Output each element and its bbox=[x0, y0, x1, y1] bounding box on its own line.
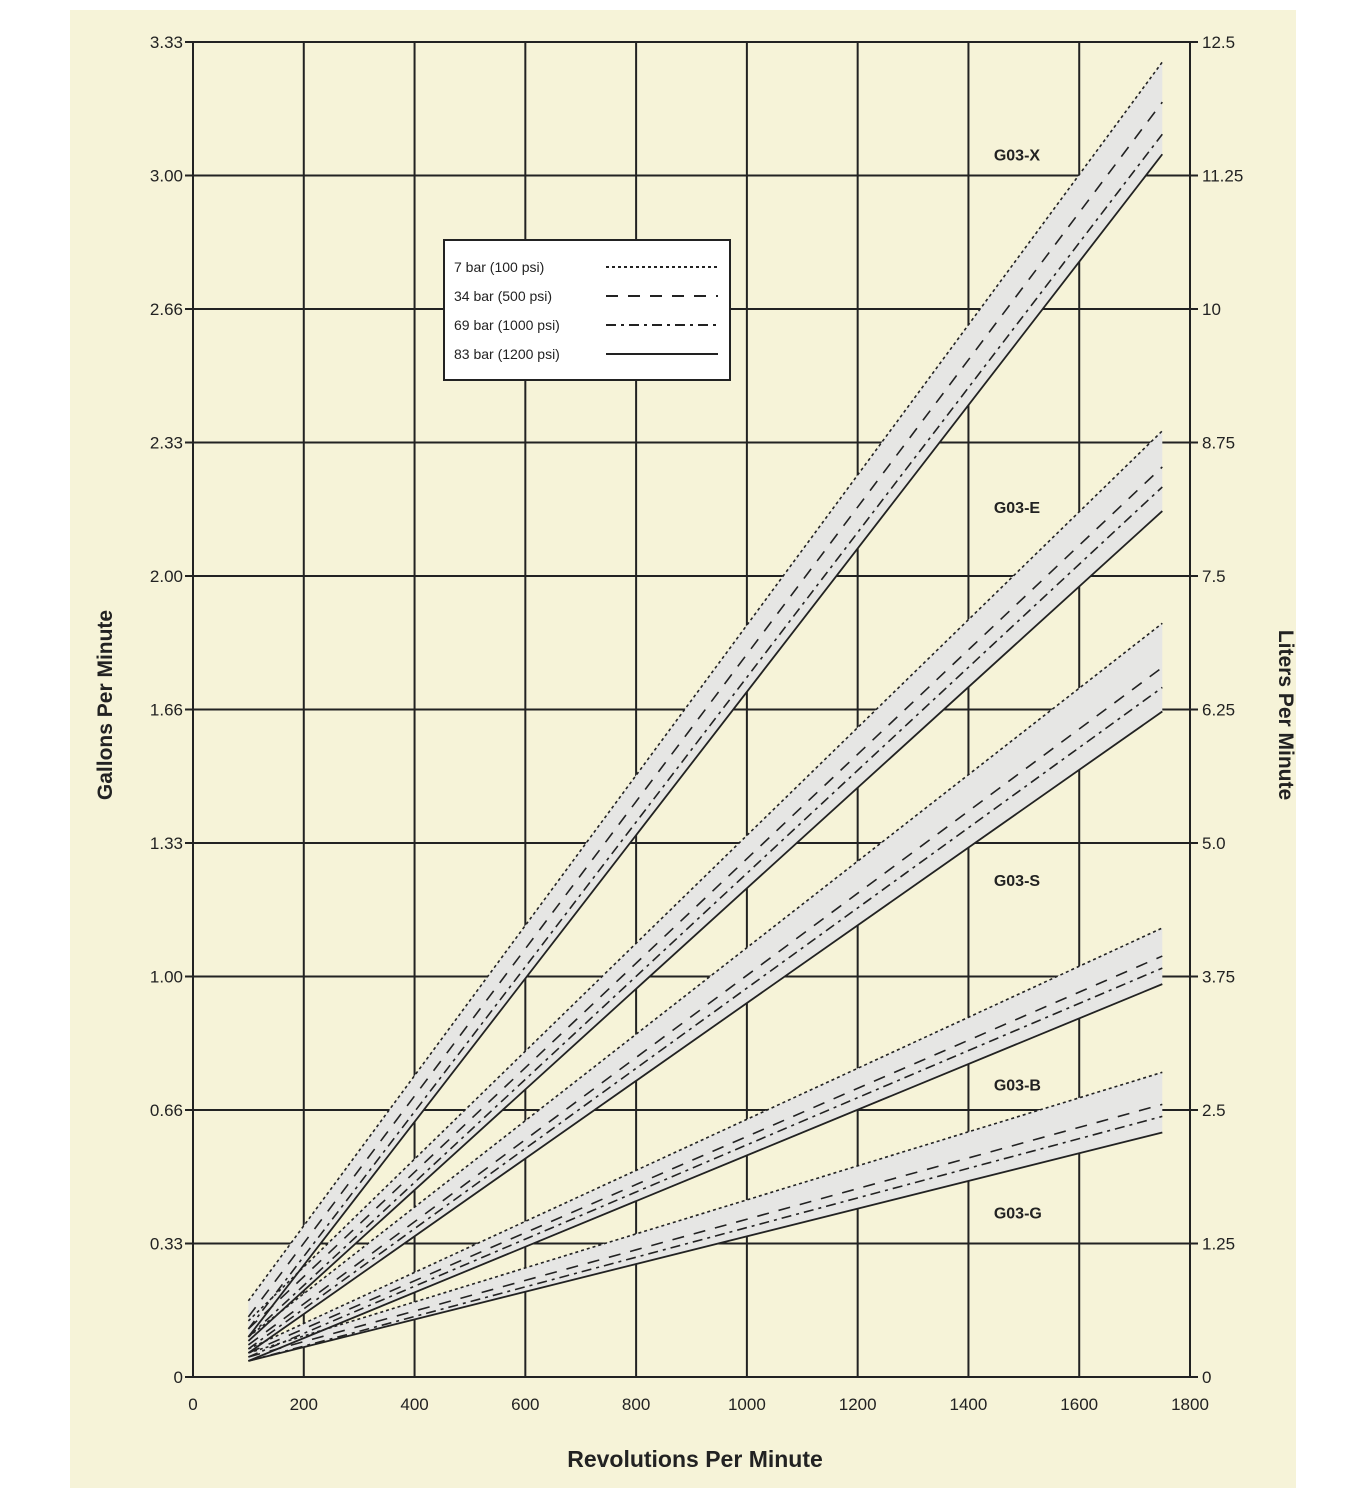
x-tick-label: 1800 bbox=[1171, 1395, 1209, 1414]
y-axis-title-left: Gallons Per Minute bbox=[94, 610, 117, 800]
series-line-g03-e-dash-dot bbox=[247, 486, 1163, 1338]
x-tick-label: 1400 bbox=[950, 1395, 988, 1414]
y-tick-label: 1.33 bbox=[150, 834, 183, 853]
legend-label: 34 bar (500 psi) bbox=[454, 288, 552, 304]
model-label: G03-X bbox=[994, 147, 1041, 164]
series-line-g03-x-dotted bbox=[247, 61, 1163, 1302]
y-tick-label: 3.33 bbox=[150, 33, 183, 52]
legend-label: 83 bar (1200 psi) bbox=[454, 346, 560, 362]
series-line-g03-x-dash-dot bbox=[247, 133, 1163, 1330]
series-line-g03-b-dash-dot bbox=[248, 967, 1163, 1358]
model-label: G03-G bbox=[994, 1206, 1042, 1223]
series-line-g03-s-dash-dot bbox=[247, 686, 1163, 1350]
series-line-g03-e-solid bbox=[247, 510, 1163, 1342]
y-tick-label-right: 10 bbox=[1202, 300, 1221, 319]
y-tick-label-right: 1.25 bbox=[1202, 1235, 1235, 1254]
model-label: G03-B bbox=[994, 1077, 1041, 1094]
series-line-g03-g-dash-dot bbox=[248, 1115, 1163, 1362]
series-lines bbox=[247, 61, 1164, 1362]
y-tick-label-right: 3.75 bbox=[1202, 968, 1235, 987]
x-tick-label: 600 bbox=[511, 1395, 539, 1414]
x-axis-title: Revolutions Per Minute bbox=[567, 1446, 823, 1472]
y-tick-label: 1.00 bbox=[150, 968, 183, 987]
series-line-g03-s-dotted bbox=[247, 622, 1163, 1338]
band-g03-g bbox=[248, 1072, 1163, 1361]
legend-label: 69 bar (1000 psi) bbox=[454, 317, 560, 333]
x-tick-label: 1000 bbox=[728, 1395, 766, 1414]
legend-label: 7 bar (100 psi) bbox=[454, 259, 544, 275]
x-tick-label: 200 bbox=[290, 1395, 318, 1414]
series-line-g03-g-solid bbox=[248, 1131, 1163, 1362]
x-tick-label: 800 bbox=[622, 1395, 650, 1414]
model-labels: G03-X G03-E G03-S G03-B G03-G bbox=[994, 147, 1042, 1222]
y-tick-label: 2.00 bbox=[150, 567, 183, 586]
y-tick-label-right: 2.5 bbox=[1202, 1101, 1226, 1120]
band-g03-b bbox=[248, 927, 1163, 1361]
plot-border bbox=[192, 41, 1191, 1378]
y-tick-label-right: 5.0 bbox=[1202, 834, 1226, 853]
plot-frame bbox=[192, 41, 1191, 1378]
y-tick-label-right: 8.75 bbox=[1202, 434, 1235, 453]
series-line-g03-g-dashed bbox=[248, 1103, 1163, 1358]
series-line-g03-x-dashed bbox=[247, 101, 1163, 1318]
y-tick-label-right: 12.5 bbox=[1202, 33, 1235, 52]
y-tick-label: 3.00 bbox=[150, 167, 183, 186]
x-tick-label: 0 bbox=[188, 1395, 197, 1414]
chart-panel: 0 200 400 600 800 1000 1200 1400 1600 1800 0 0 0.33 1… bbox=[70, 10, 1296, 1488]
y-tick-label-right: 6.25 bbox=[1202, 701, 1235, 720]
model-label: G03-S bbox=[994, 873, 1041, 890]
series-line-g03-b-solid bbox=[248, 983, 1163, 1362]
series-line-g03-x-solid bbox=[247, 153, 1164, 1338]
y-tick-label: 2.33 bbox=[150, 434, 183, 453]
y-tick-label-right: 0 bbox=[1202, 1368, 1211, 1387]
band-g03-x bbox=[248, 62, 1163, 1337]
model-label: G03-E bbox=[994, 500, 1041, 517]
legend-box bbox=[443, 239, 731, 381]
series-line-g03-e-dashed bbox=[247, 466, 1163, 1330]
y-tick-label: 2.66 bbox=[150, 300, 183, 319]
y-tick-label: 0 bbox=[174, 1368, 183, 1387]
series-line-g03-s-solid bbox=[247, 710, 1163, 1354]
x-tick-label: 1200 bbox=[839, 1395, 877, 1414]
series-line-g03-s-dashed bbox=[247, 666, 1163, 1346]
y-tick-label-right: 7.5 bbox=[1202, 567, 1226, 586]
x-tick-label: 1600 bbox=[1060, 1395, 1098, 1414]
y-tick-label: 0.33 bbox=[150, 1235, 183, 1254]
y-tick-label-right: 11.25 bbox=[1202, 167, 1243, 186]
y-tick-label: 0.66 bbox=[150, 1101, 183, 1120]
grid bbox=[185, 41, 1198, 1378]
legend: 7 bar (100 psi) 34 bar (500 psi) 69 bar (1… bbox=[443, 239, 731, 381]
series-line-g03-e-dotted bbox=[247, 430, 1163, 1322]
x-tick-label: 400 bbox=[400, 1395, 428, 1414]
band-g03-s bbox=[248, 623, 1163, 1353]
y-axis-title-right: Liters Per Minute bbox=[1274, 630, 1296, 800]
y-tick-label: 1.66 bbox=[150, 701, 183, 720]
